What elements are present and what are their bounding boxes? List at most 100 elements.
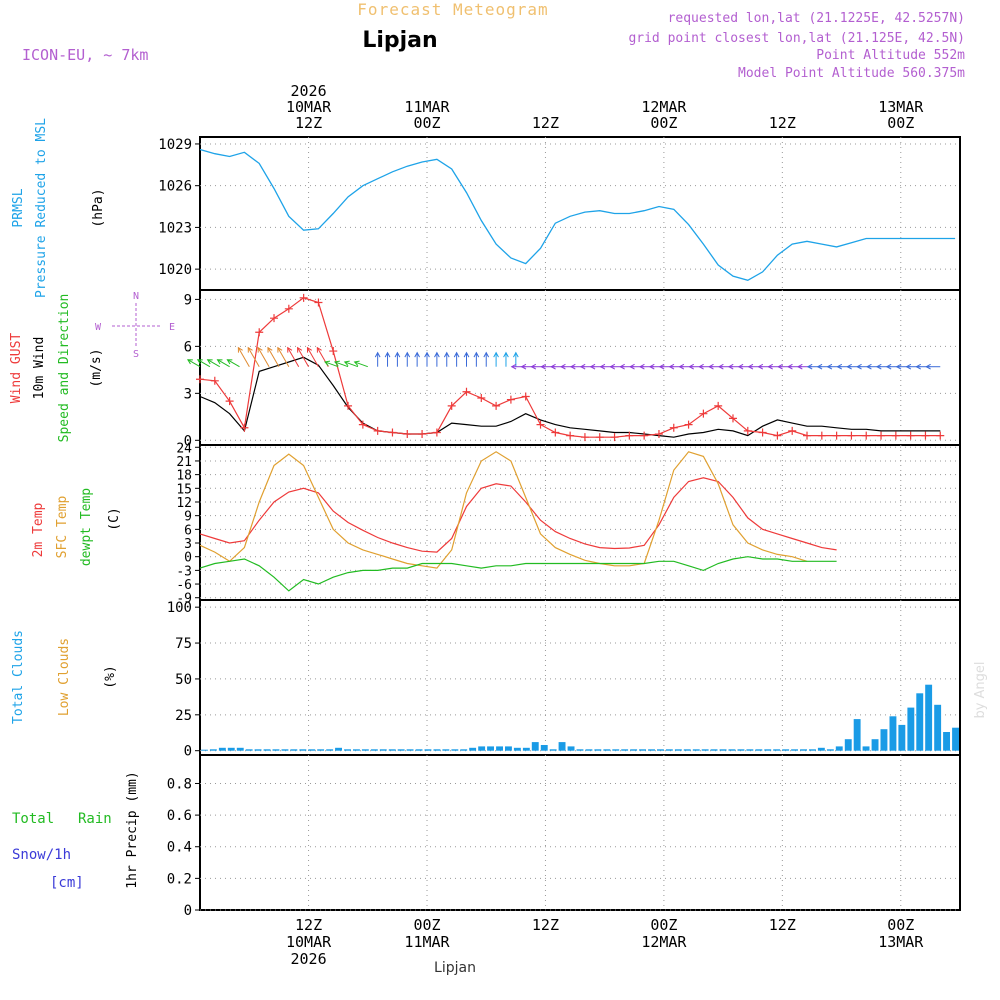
cloud-bar: [469, 747, 477, 751]
gust-marker: [299, 293, 308, 302]
wind-arrow-head: [708, 363, 714, 370]
top-tick-label: 10MAR: [286, 98, 332, 116]
compass-s: S: [133, 349, 139, 360]
cloud-bar: [880, 729, 888, 751]
temp-unit: (C): [107, 507, 122, 530]
bottom-tick-label: 2026: [291, 950, 327, 968]
wind-speed-line: [199, 356, 941, 438]
wind-arrow-head: [483, 351, 490, 358]
y-tick-label: 0: [184, 433, 192, 449]
temp-labels: 2m Temp SFC Temp dewpt Temp (C): [31, 488, 122, 566]
cloud-bar: [746, 749, 754, 751]
cloud-bar: [272, 749, 280, 751]
wind-arrow-head: [846, 363, 852, 370]
bottom-tick-label: 12Z: [769, 916, 796, 934]
gust-marker: [862, 431, 871, 440]
gust-marker: [566, 431, 575, 440]
wind-arrow: [277, 347, 290, 367]
bottom-tick-label: 12Z: [532, 916, 559, 934]
wind-arrow: [307, 347, 319, 367]
y-tick-label: 3: [184, 386, 192, 402]
wind-arrow-head: [343, 360, 350, 367]
wind-arrow-head: [374, 351, 381, 358]
model-label: ICON-EU, ~ 7km: [22, 46, 148, 64]
sfc-label: SFC Temp: [55, 496, 70, 559]
cloud-bar: [871, 739, 879, 751]
y-tick-label: 9: [184, 510, 192, 525]
cloud-bar: [513, 747, 521, 751]
gust-marker: [314, 298, 323, 307]
wind-arrow-head: [540, 363, 546, 370]
cloud-bar: [737, 749, 745, 751]
wind-arrow: [297, 347, 310, 367]
precip-labels: Total Rain Snow/1h [cm] 1hr Precip (mm): [12, 771, 140, 891]
gust-marker: [492, 401, 501, 410]
gust-marker: [418, 430, 427, 439]
cloud-bar: [218, 747, 226, 751]
pressure-line: [199, 148, 956, 281]
cloud-bar: [433, 749, 441, 751]
wind-arrow-head: [404, 351, 411, 358]
cloud-bar: [388, 749, 396, 751]
cloud-bar: [308, 749, 316, 751]
wind-arrow-head: [306, 346, 312, 353]
cloud-bar: [505, 746, 512, 751]
direction-label: Speed and Direction: [57, 294, 72, 443]
wind-arrow-head: [424, 351, 430, 358]
cloud-bar: [898, 724, 906, 751]
cloud-bar: [853, 719, 861, 751]
y-tick-label: 0.2: [167, 871, 192, 887]
y-tick-label: 15: [176, 482, 192, 497]
cloud-bar: [209, 749, 217, 751]
clouds-panel: 0 25 50 75 100: [167, 599, 961, 760]
cloud-bar: [236, 747, 244, 751]
y-tick-label: -9: [176, 592, 192, 607]
cloud-bar: [621, 749, 629, 751]
wind-arrow-head: [333, 360, 340, 367]
gust-marker: [344, 401, 353, 410]
wind-arrow-head: [196, 359, 203, 365]
precip-frame: [199, 754, 961, 911]
pressure-panel: 1020 1023 1026 1029: [158, 136, 961, 291]
wind-arrow-head: [816, 363, 823, 370]
y-tick-label: 3: [184, 537, 192, 552]
cloud-bar: [335, 747, 342, 751]
gust-marker: [225, 397, 234, 406]
cloud-bar: [817, 747, 825, 751]
y-tick-label: 75: [175, 636, 192, 652]
gust-marker: [788, 426, 797, 435]
cloud-bar: [773, 749, 781, 751]
wind-arrow: [344, 361, 359, 368]
bottom-tick-label: 12Z: [295, 916, 322, 934]
y-tick-label: 6: [184, 523, 192, 538]
cloud-bar: [558, 742, 566, 751]
wind-arrow-head: [688, 363, 695, 370]
gust-marker: [728, 414, 737, 423]
top-tick-label: 12Z: [295, 114, 322, 132]
wind-arrow-head: [247, 346, 253, 353]
cloud-bar: [549, 749, 557, 751]
wind-arrow-head: [629, 363, 635, 370]
wind-arrow-head: [569, 363, 576, 370]
gust-marker: [506, 395, 515, 404]
gust-marker: [196, 375, 204, 384]
panels: 10201023102610290369-9-6-303691215182124…: [158, 136, 961, 919]
wind-arrow-head: [737, 363, 744, 370]
gust-marker: [877, 431, 886, 440]
wind-panel: 0 3 6 9: [184, 289, 961, 449]
gust-marker: [432, 428, 441, 437]
temp2m-label: 2m Temp: [31, 502, 46, 557]
cloud-bar: [299, 749, 307, 751]
gust-marker: [551, 428, 560, 437]
wind-arrow-head: [277, 346, 283, 353]
y-tick-label: 100: [167, 600, 192, 616]
wind-arrow-head: [895, 363, 902, 370]
cloud-bar: [925, 684, 933, 751]
y-tick-label: 50: [175, 672, 192, 688]
cloud-bar: [835, 746, 843, 751]
gust-marker: [447, 401, 456, 410]
wind-arrow-head: [267, 346, 273, 353]
wind-arrow: [197, 359, 211, 368]
cloud-bar: [934, 704, 942, 751]
